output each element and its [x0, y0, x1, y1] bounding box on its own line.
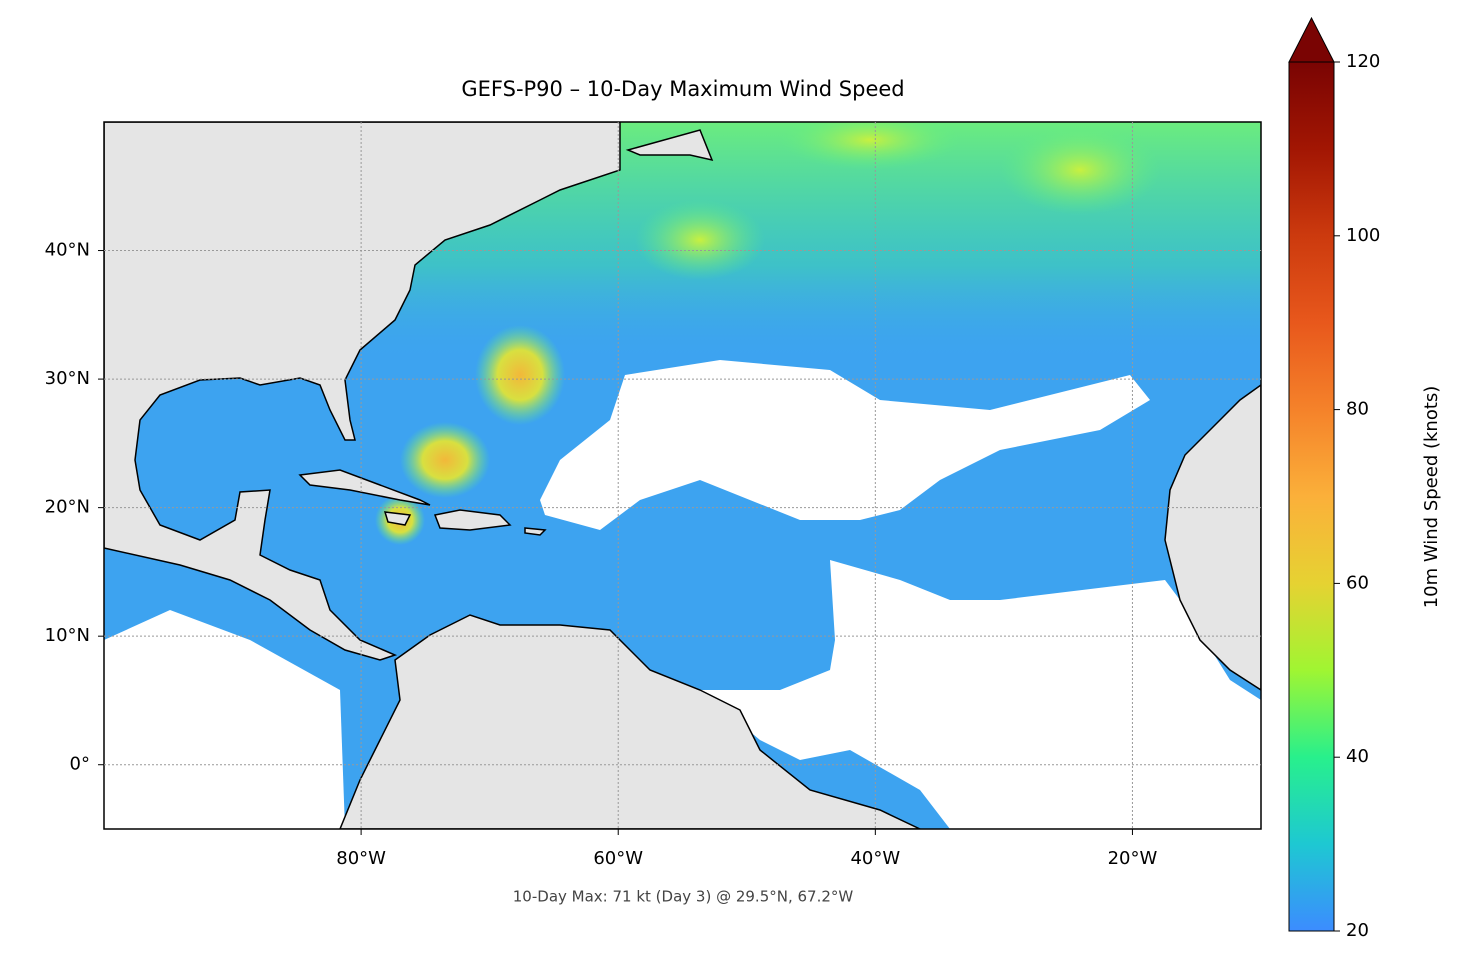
colorbar-extension: [1288, 16, 1335, 63]
map-area: [104, 122, 1261, 829]
colorbar-tick-label: 80: [1346, 399, 1369, 420]
y-tick-label: 20°N: [45, 497, 90, 518]
colorbar-tick-label: 20: [1346, 920, 1369, 941]
wind-maximum: [780, 122, 960, 170]
calm-area: [540, 360, 1150, 530]
y-tick-label: 40°N: [45, 240, 90, 261]
calm-area: [700, 560, 1261, 829]
wind-maximum: [400, 422, 490, 498]
x-tick-label: 20°W: [1108, 848, 1158, 869]
colorbar-tick-label: 100: [1346, 225, 1380, 246]
y-tick-label: 10°N: [45, 625, 90, 646]
y-tick-label: 30°N: [45, 368, 90, 389]
x-tick-label: 80°W: [336, 848, 386, 869]
colorbar-tick-label: 120: [1346, 51, 1380, 72]
annotation: 10-Day Max: 71 kt (Day 3) @ 29.5°N, 67.2…: [513, 888, 854, 906]
colorbar-tick-label: 40: [1346, 746, 1369, 767]
y-tick-label: 0°: [70, 754, 90, 775]
colorbar: [1288, 61, 1335, 932]
land: [104, 122, 1261, 829]
calm-area: [104, 610, 345, 829]
wind-maximum: [1000, 125, 1160, 215]
wind-maximum: [475, 325, 565, 425]
colorbar-label: 10m Wind Speed (knots): [1421, 386, 1442, 609]
x-tick-label: 40°W: [850, 848, 900, 869]
map-frame: [103, 121, 1262, 830]
wind-maximum: [635, 200, 765, 280]
chart-title: GEFS-P90 – 10-Day Maximum Wind Speed: [461, 77, 904, 101]
colorbar-tick-label: 60: [1346, 572, 1369, 593]
x-tick-label: 60°W: [593, 848, 643, 869]
